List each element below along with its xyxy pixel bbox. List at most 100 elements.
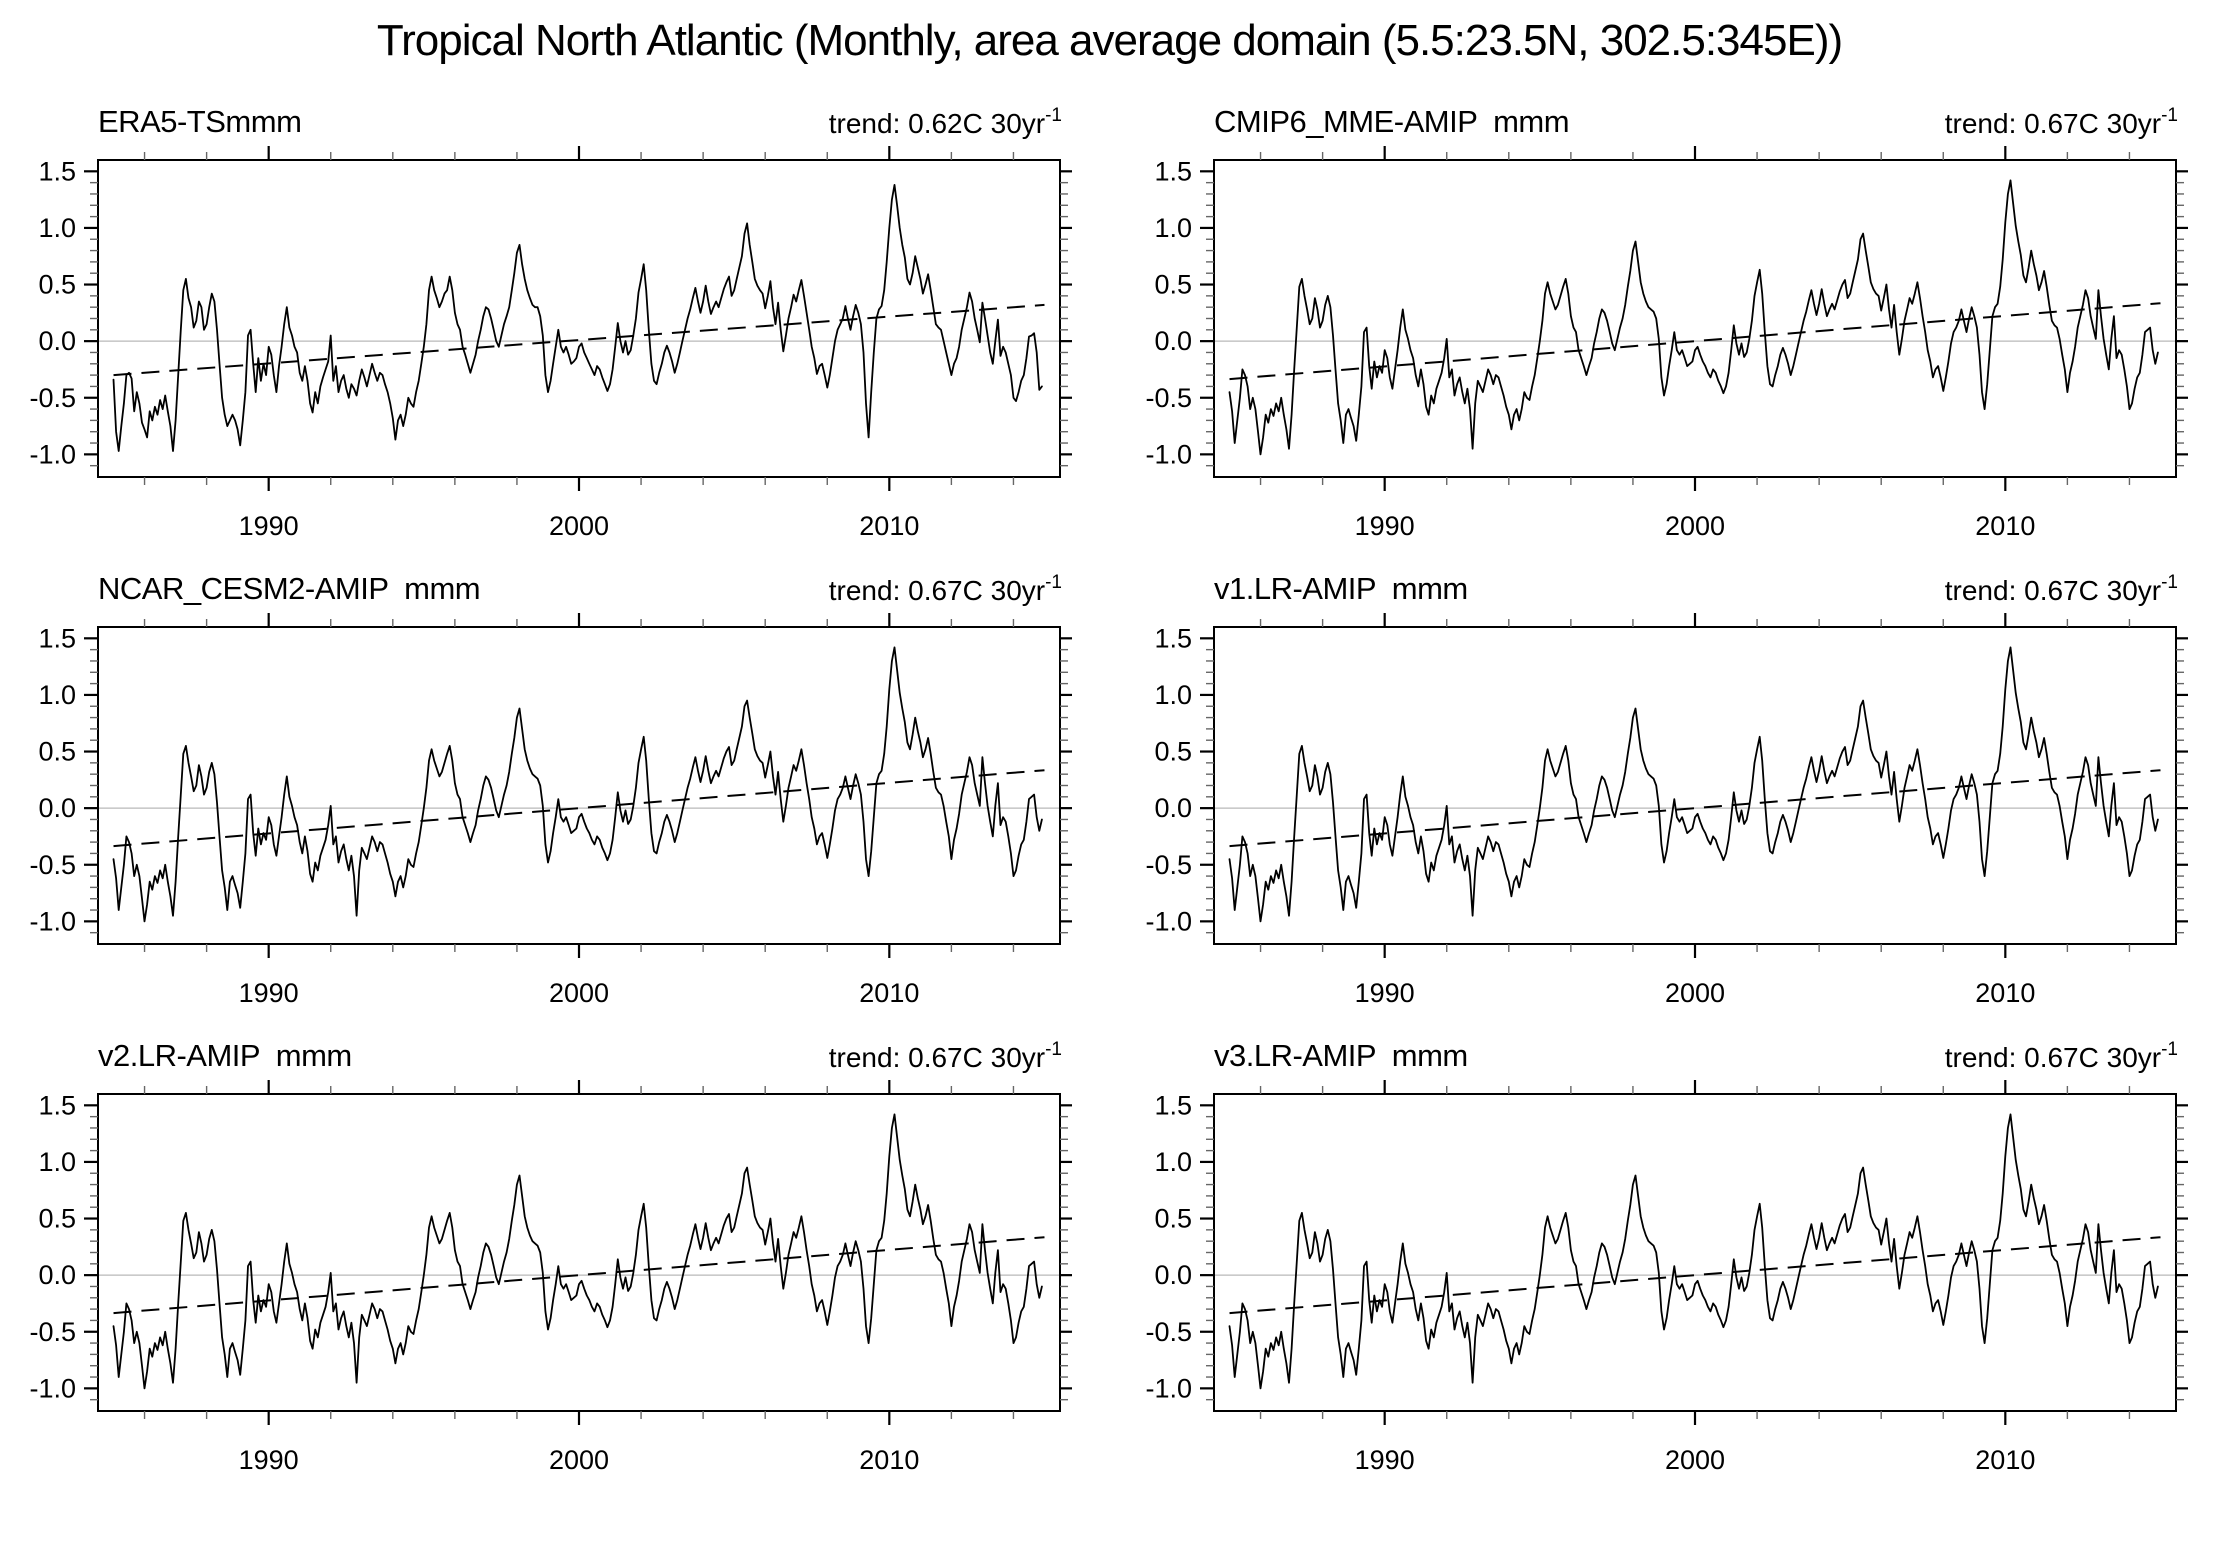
y-tick-label: 1.0: [1154, 213, 1192, 243]
y-tick-label: 1.0: [1154, 1147, 1192, 1177]
chart-panel: NCAR_CESM2-AMIP mmm trend: 0.67C 30yr-1 …: [6, 567, 1072, 1015]
y-tick-label: -1.0: [1145, 1373, 1192, 1403]
x-tick-label: 2000: [1665, 511, 1725, 541]
x-tick-label: 2010: [859, 511, 919, 541]
y-tick-label: -1.0: [1145, 906, 1192, 936]
y-tick-label: 0.0: [38, 326, 76, 356]
trend-label: trend: 0.67C 30yr-1: [1944, 105, 2178, 140]
line-plot: 1990 2000 2010 -1.0 -0.5 0.0 0.5 1.0 1.5: [29, 146, 1072, 541]
panel-title: CMIP6_MME-AMIP mmm: [1214, 104, 1570, 139]
panel-header: NCAR_CESM2-AMIP mmm trend: 0.67C 30yr-1: [6, 567, 1072, 613]
y-tick-label: -0.5: [29, 383, 76, 413]
plot-frame: [97, 626, 1061, 945]
x-tick-label: 1990: [239, 1445, 299, 1475]
y-tick-label: 0.0: [1154, 326, 1192, 356]
line-plot: 1990 2000 2010 -1.0 -0.5 0.0 0.5 1.0 1.5: [1145, 146, 2188, 541]
panel-header: CMIP6_MME-AMIP mmm trend: 0.67C 30yr-1: [1122, 100, 2188, 146]
y-tick-label: -0.5: [1145, 1317, 1192, 1347]
y-tick-label: -1.0: [29, 1373, 76, 1403]
y-tick-label: 1.0: [38, 680, 76, 710]
y-tick-label: 0.5: [38, 270, 76, 300]
plot-frame: [97, 1093, 1061, 1412]
line-plot: 1990 2000 2010 -1.0 -0.5 0.0 0.5 1.0 1.5: [29, 1080, 1072, 1475]
figure-page: { "figure": { "title": "Tropical North A…: [0, 16, 2219, 1547]
trend-text: trend: 0.67C 30yr: [1944, 575, 2162, 606]
series-line: [112, 1113, 1043, 1390]
trend-exponent: -1: [1045, 1039, 1062, 1060]
trend-text: trend: 0.67C 30yr: [1944, 108, 2162, 139]
y-tick-label: 1.5: [1154, 156, 1192, 186]
y-tick-label: 0.0: [1154, 793, 1192, 823]
trend-line: [113, 303, 1045, 377]
trend-line: [1229, 302, 2161, 381]
panel-title: v1.LR-AMIP mmm: [1214, 571, 1468, 606]
series-line: [112, 646, 1043, 923]
y-tick-label: 0.5: [1154, 737, 1192, 767]
y-tick-label: 0.5: [1154, 1204, 1192, 1234]
x-tick-label: 2010: [1975, 1445, 2035, 1475]
x-tick-label: 2010: [859, 978, 919, 1008]
y-tick-label: 0.0: [38, 793, 76, 823]
panel-header: v3.LR-AMIP mmm trend: 0.67C 30yr-1: [1122, 1034, 2188, 1080]
y-tick-label: 1.5: [38, 623, 76, 653]
y-tick-label: 1.5: [38, 1090, 76, 1120]
y-tick-label: -0.5: [1145, 850, 1192, 880]
trend-label: trend: 0.67C 30yr-1: [1944, 572, 2178, 607]
y-tick-label: -1.0: [1145, 439, 1192, 469]
y-tick-label: 1.0: [1154, 680, 1192, 710]
trend-exponent: -1: [2161, 105, 2178, 126]
y-tick-label: -0.5: [29, 1317, 76, 1347]
trend-text: trend: 0.62C 30yr: [828, 108, 1046, 139]
y-tick-label: -0.5: [29, 850, 76, 880]
panel-header: v1.LR-AMIP mmm trend: 0.67C 30yr-1: [1122, 567, 2188, 613]
y-tick-label: 1.5: [1154, 1090, 1192, 1120]
y-tick-label: 1.0: [38, 213, 76, 243]
trend-exponent: -1: [1045, 105, 1062, 126]
panel-header: v2.LR-AMIP mmm trend: 0.67C 30yr-1: [6, 1034, 1072, 1080]
trend-label: trend: 0.62C 30yr-1: [828, 105, 1062, 140]
series-line: [1228, 1113, 2159, 1390]
chart-panel: v2.LR-AMIP mmm trend: 0.67C 30yr-1 1990 2…: [6, 1034, 1072, 1482]
charts-grid: ERA5-TSmmm trend: 0.62C 30yr-1 1990 2000 2…: [0, 100, 2219, 1482]
trend-line: [113, 769, 1045, 848]
x-tick-label: 1990: [1355, 1445, 1415, 1475]
line-plot: 1990 2000 2010 -1.0 -0.5 0.0 0.5 1.0 1.5: [1145, 1080, 2188, 1475]
plot-frame: [1213, 159, 2177, 478]
y-tick-label: 0.5: [38, 737, 76, 767]
trend-text: trend: 0.67C 30yr: [828, 575, 1046, 606]
chart-panel: v1.LR-AMIP mmm trend: 0.67C 30yr-1 1990 2…: [1122, 567, 2188, 1015]
x-tick-label: 2000: [1665, 1445, 1725, 1475]
x-tick-label: 2000: [549, 1445, 609, 1475]
y-tick-label: 1.5: [38, 156, 76, 186]
panel-title: NCAR_CESM2-AMIP mmm: [98, 571, 481, 606]
plot-frame: [1213, 626, 2177, 945]
x-tick-label: 1990: [239, 978, 299, 1008]
trend-exponent: -1: [2161, 572, 2178, 593]
trend-label: trend: 0.67C 30yr-1: [828, 572, 1062, 607]
chart-panel: ERA5-TSmmm trend: 0.62C 30yr-1 1990 2000 2…: [6, 100, 1072, 548]
panel-header: ERA5-TSmmm trend: 0.62C 30yr-1: [6, 100, 1072, 146]
trend-line: [1229, 769, 2161, 848]
chart-panel: CMIP6_MME-AMIP mmm trend: 0.67C 30yr-1 1…: [1122, 100, 2188, 548]
y-tick-label: 1.5: [1154, 623, 1192, 653]
x-tick-label: 1990: [1355, 511, 1415, 541]
panel-title: ERA5-TSmmm: [98, 104, 302, 139]
chart-panel: v3.LR-AMIP mmm trend: 0.67C 30yr-1 1990 2…: [1122, 1034, 2188, 1482]
y-tick-label: 0.0: [1154, 1260, 1192, 1290]
trend-label: trend: 0.67C 30yr-1: [829, 1039, 1062, 1074]
y-tick-label: 0.0: [38, 1260, 76, 1290]
x-tick-label: 2000: [549, 978, 609, 1008]
series-line: [1228, 646, 2159, 923]
trend-line: [113, 1236, 1045, 1315]
y-tick-label: 0.5: [1154, 270, 1192, 300]
trend-label: trend: 0.67C 30yr-1: [1944, 1039, 2178, 1074]
plot-frame: [1213, 1093, 2177, 1412]
trend-exponent: -1: [2161, 1039, 2178, 1060]
y-tick-label: 1.0: [38, 1147, 76, 1177]
trend-text: trend: 0.67C 30yr: [1944, 1042, 2162, 1073]
line-plot: 1990 2000 2010 -1.0 -0.5 0.0 0.5 1.0 1.5: [1145, 613, 2188, 1008]
x-tick-label: 2000: [549, 511, 609, 541]
series-line: [1228, 179, 2159, 456]
y-tick-label: -1.0: [29, 906, 76, 936]
series-line: [112, 184, 1043, 452]
